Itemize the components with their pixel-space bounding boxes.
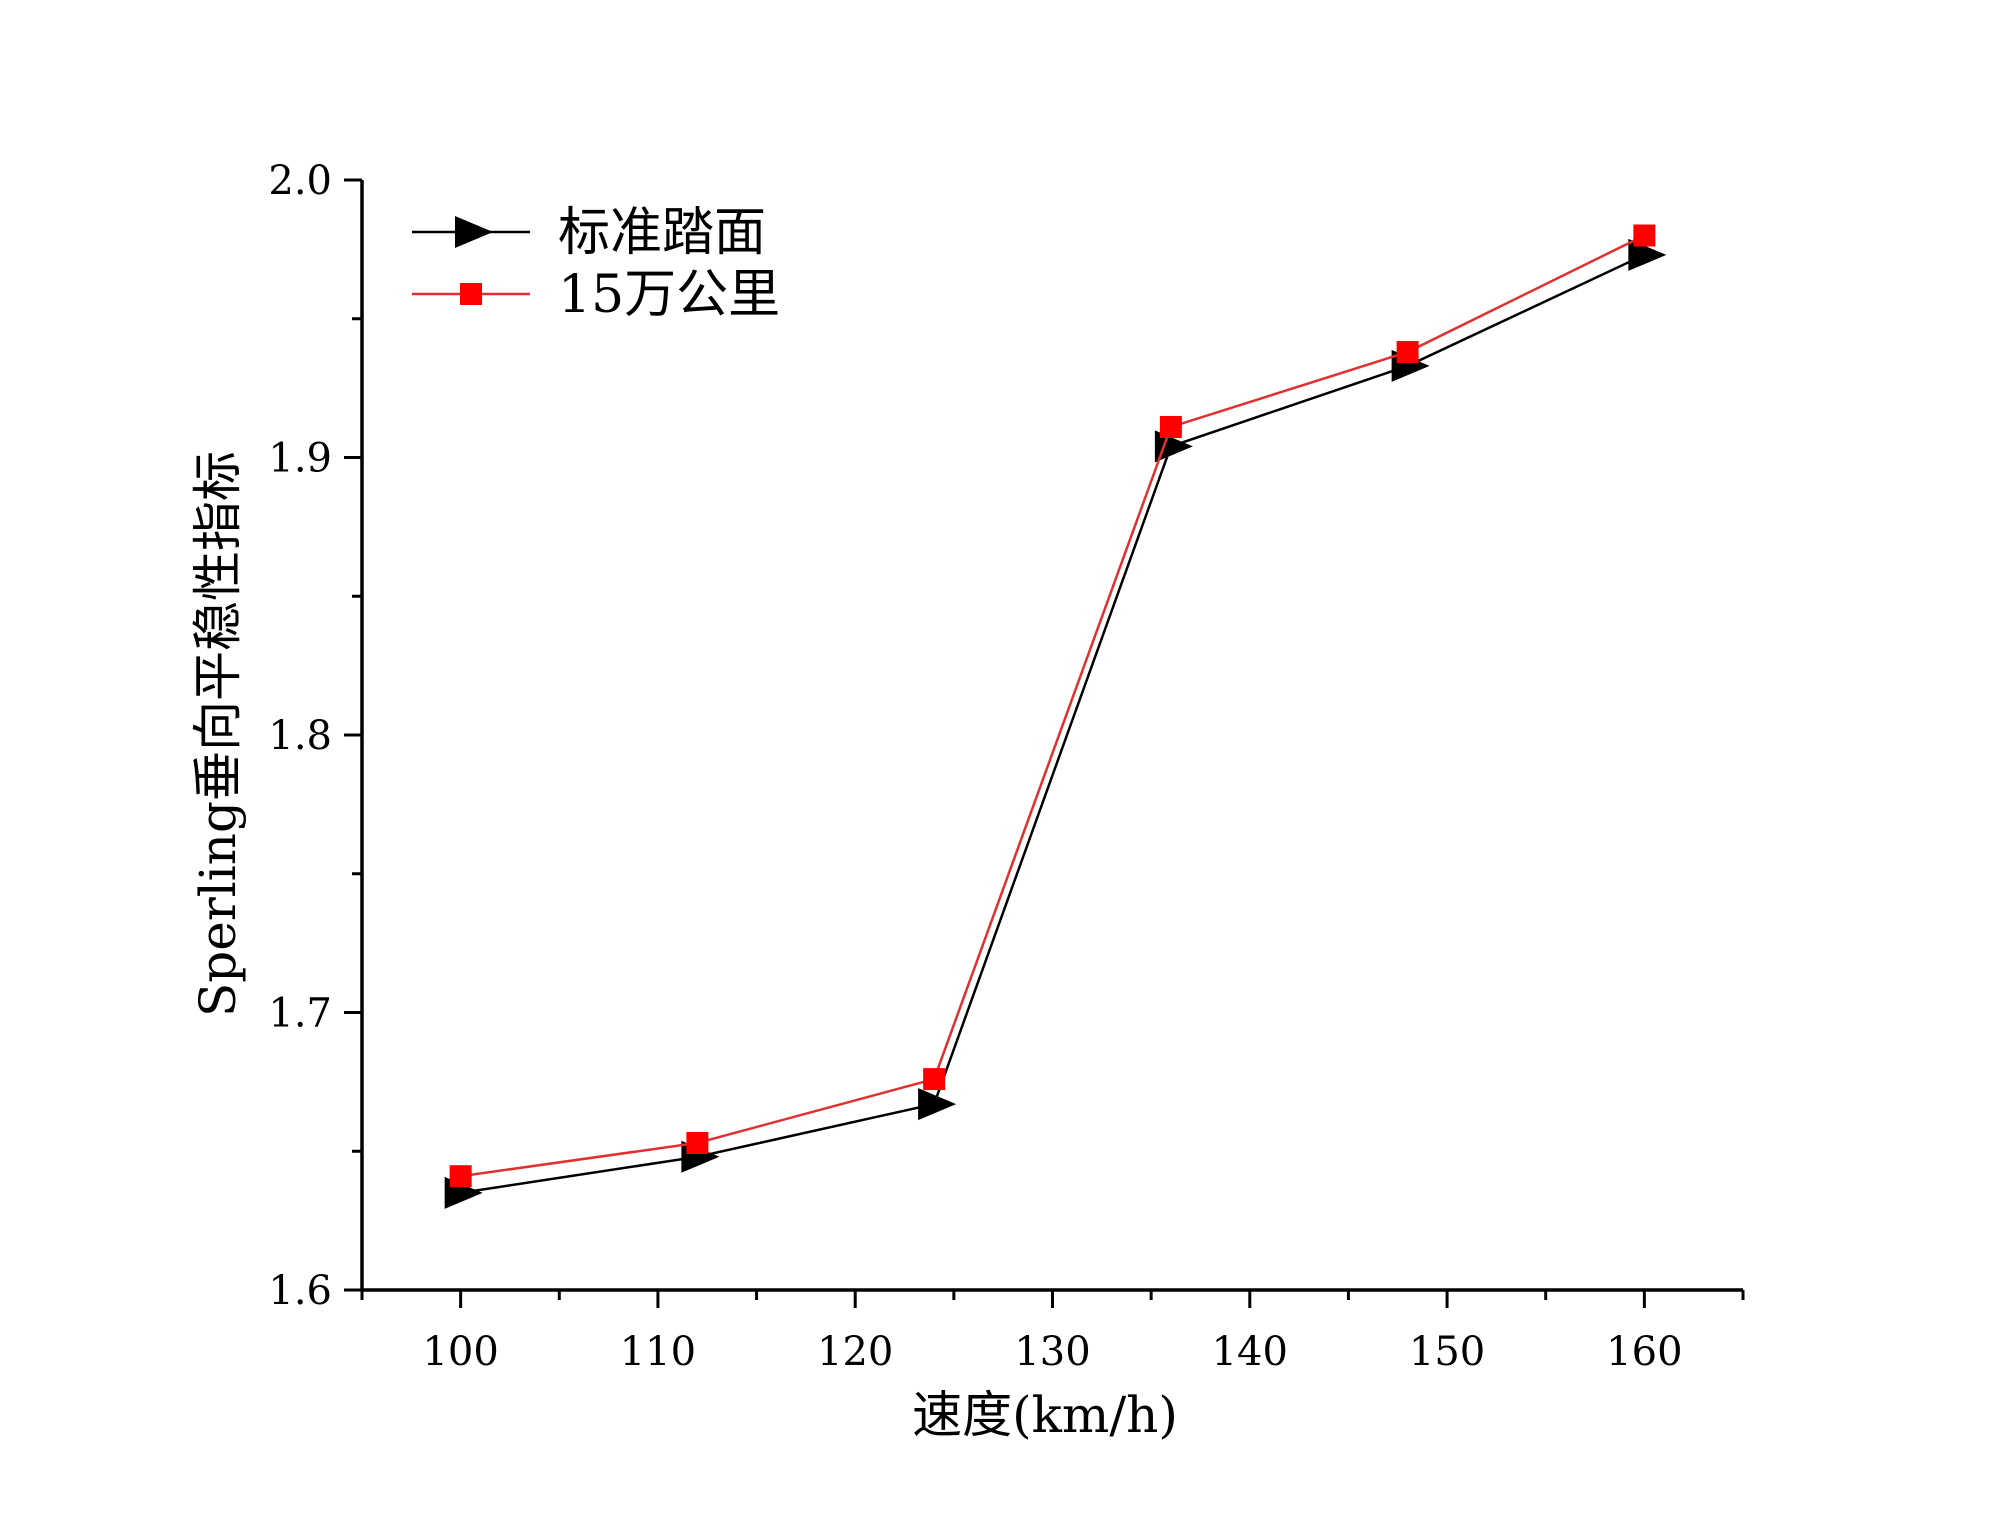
data-point bbox=[923, 1068, 946, 1091]
x-tick-label: 110 bbox=[620, 1329, 696, 1375]
data-point bbox=[686, 1131, 709, 1154]
series-1 bbox=[444, 238, 1667, 1209]
data-point bbox=[1633, 224, 1656, 247]
y-tick-label: 2.0 bbox=[268, 158, 332, 204]
series-2 bbox=[449, 224, 1656, 1188]
legend-label: 15万公里 bbox=[558, 265, 780, 325]
legend-marker bbox=[455, 216, 493, 248]
y-tick-label: 1.8 bbox=[268, 713, 332, 759]
x-tick-label: 120 bbox=[817, 1329, 893, 1375]
data-point bbox=[1628, 238, 1667, 271]
data-point bbox=[1154, 430, 1193, 463]
y-tick-label: 1.7 bbox=[268, 991, 332, 1037]
x-tick-label: 160 bbox=[1606, 1329, 1682, 1375]
legend-label: 标准踏面 bbox=[558, 203, 766, 263]
x-axis-title: 速度(km/h) bbox=[912, 1386, 1178, 1444]
series-line bbox=[460, 253, 1645, 1195]
data-point bbox=[1396, 341, 1419, 364]
y-axis-title: Sperling垂向平稳性指标 bbox=[189, 451, 247, 1017]
y-tick-label: 1.6 bbox=[268, 1268, 332, 1314]
x-tick-label: 150 bbox=[1409, 1329, 1485, 1375]
y-tick-label: 1.9 bbox=[268, 436, 332, 482]
legend-item: 15万公里 bbox=[412, 265, 780, 325]
series-line bbox=[460, 234, 1645, 1178]
legend-marker bbox=[460, 283, 482, 305]
data-point bbox=[1159, 415, 1182, 438]
series-layer bbox=[444, 224, 1667, 1209]
x-tick-label: 130 bbox=[1014, 1329, 1090, 1375]
legend-item: 标准踏面 bbox=[412, 203, 766, 263]
x-tick-label: 100 bbox=[422, 1329, 498, 1375]
data-point bbox=[449, 1165, 472, 1188]
data-point bbox=[918, 1088, 957, 1121]
x-tick-label: 140 bbox=[1212, 1329, 1288, 1375]
axes: 100 110 120 130 140 150 160 1.6 1.7 1.8 1.9 2.0 bbox=[268, 158, 1745, 1375]
